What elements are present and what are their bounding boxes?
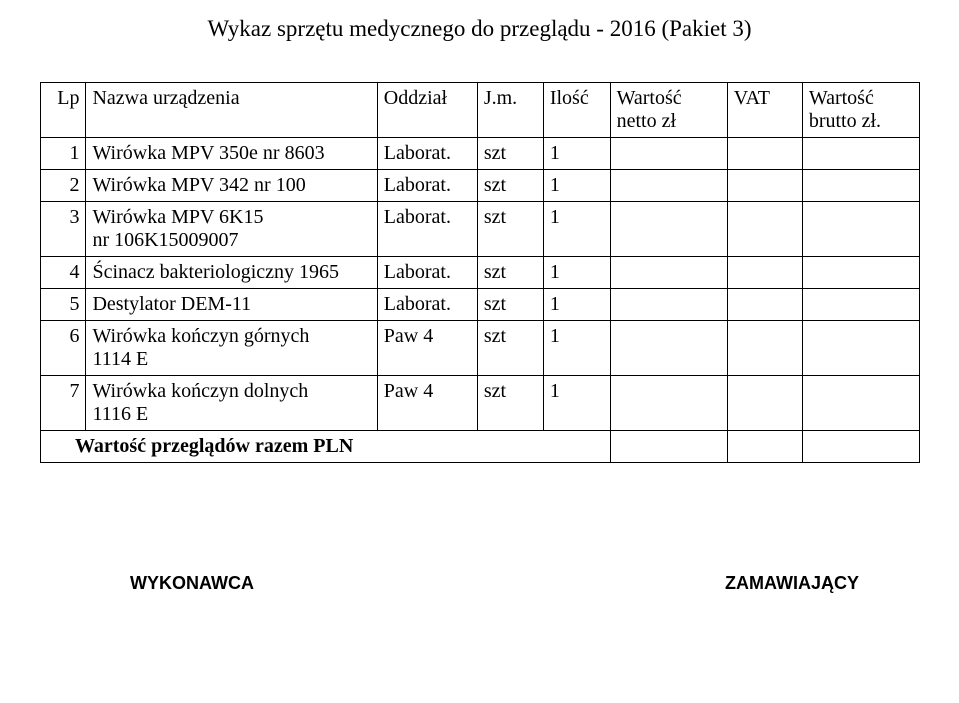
cell-wn <box>610 321 727 376</box>
cell-ilosc: 1 <box>543 376 610 431</box>
table-row: 3Wirówka MPV 6K15nr 106K15009007Laborat.… <box>41 202 920 257</box>
summary-label: Wartość przeglądów razem PLN <box>41 431 611 463</box>
summary-cell-wn <box>610 431 727 463</box>
cell-vat <box>727 170 802 202</box>
col-vat: VAT <box>727 83 802 138</box>
cell-lp: 1 <box>41 138 86 170</box>
cell-jm: szt <box>477 321 543 376</box>
cell-ilosc: 1 <box>543 202 610 257</box>
col-ilosc: Ilość <box>543 83 610 138</box>
cell-vat <box>727 202 802 257</box>
equipment-table: Lp Nazwa urządzenia Oddział J.m. Ilość W… <box>40 82 920 463</box>
table-row: 6Wirówka kończyn górnych1114 EPaw 4szt1 <box>41 321 920 376</box>
cell-ilosc: 1 <box>543 257 610 289</box>
cell-wb <box>802 321 919 376</box>
cell-oddzial: Paw 4 <box>377 321 477 376</box>
cell-ilosc: 1 <box>543 321 610 376</box>
table-row: 4Ścinacz bakteriologiczny 1965Laborat.sz… <box>41 257 920 289</box>
cell-name: Wirówka kończyn górnych1114 E <box>86 321 377 376</box>
cell-jm: szt <box>477 202 543 257</box>
cell-wn <box>610 289 727 321</box>
col-wartosc-netto: Wartość netto zł <box>610 83 727 138</box>
cell-name: Wirówka MPV 350e nr 8603 <box>86 138 377 170</box>
cell-wn <box>610 138 727 170</box>
table-summary-row: Wartość przeglądów razem PLN <box>41 431 920 463</box>
cell-lp: 4 <box>41 257 86 289</box>
cell-oddzial: Laborat. <box>377 289 477 321</box>
cell-vat <box>727 376 802 431</box>
cell-wn <box>610 170 727 202</box>
cell-ilosc: 1 <box>543 170 610 202</box>
table-row: 5Destylator DEM-11Laborat.szt1 <box>41 289 920 321</box>
cell-wb <box>802 289 919 321</box>
cell-jm: szt <box>477 376 543 431</box>
col-name: Nazwa urządzenia <box>86 83 377 138</box>
cell-ilosc: 1 <box>543 289 610 321</box>
cell-jm: szt <box>477 170 543 202</box>
col-lp: Lp <box>41 83 86 138</box>
cell-oddzial: Laborat. <box>377 170 477 202</box>
cell-vat <box>727 257 802 289</box>
cell-wb <box>802 138 919 170</box>
signature-row: WYKONAWCA ZAMAWIAJĄCY <box>40 573 919 594</box>
cell-lp: 2 <box>41 170 86 202</box>
signature-wykonawca: WYKONAWCA <box>130 573 254 594</box>
cell-lp: 7 <box>41 376 86 431</box>
cell-jm: szt <box>477 257 543 289</box>
col-wartosc-brutto: Wartość brutto zł. <box>802 83 919 138</box>
cell-lp: 6 <box>41 321 86 376</box>
table-header: Lp Nazwa urządzenia Oddział J.m. Ilość W… <box>41 83 920 138</box>
cell-wb <box>802 376 919 431</box>
cell-lp: 5 <box>41 289 86 321</box>
cell-wn <box>610 202 727 257</box>
cell-wb <box>802 202 919 257</box>
cell-oddzial: Laborat. <box>377 138 477 170</box>
cell-vat <box>727 321 802 376</box>
cell-wb <box>802 170 919 202</box>
summary-cell-wb <box>802 431 919 463</box>
cell-jm: szt <box>477 289 543 321</box>
cell-wn <box>610 257 727 289</box>
cell-name: Wirówka MPV 342 nr 100 <box>86 170 377 202</box>
page-title: Wykaz sprzętu medycznego do przeglądu - … <box>40 16 919 42</box>
table-row: 7Wirówka kończyn dolnych1116 EPaw 4szt1 <box>41 376 920 431</box>
col-jm: J.m. <box>477 83 543 138</box>
document-page: Wykaz sprzętu medycznego do przeglądu - … <box>0 0 959 594</box>
cell-oddzial: Laborat. <box>377 202 477 257</box>
table-row: 1Wirówka MPV 350e nr 8603Laborat.szt1 <box>41 138 920 170</box>
cell-oddzial: Paw 4 <box>377 376 477 431</box>
cell-oddzial: Laborat. <box>377 257 477 289</box>
cell-wn <box>610 376 727 431</box>
signature-zamawiajacy: ZAMAWIAJĄCY <box>725 573 859 594</box>
cell-name: Wirówka kończyn dolnych1116 E <box>86 376 377 431</box>
cell-name: Destylator DEM-11 <box>86 289 377 321</box>
cell-name: Ścinacz bakteriologiczny 1965 <box>86 257 377 289</box>
cell-vat <box>727 289 802 321</box>
summary-cell-vat <box>727 431 802 463</box>
table-row: 2Wirówka MPV 342 nr 100Laborat.szt1 <box>41 170 920 202</box>
cell-lp: 3 <box>41 202 86 257</box>
cell-jm: szt <box>477 138 543 170</box>
col-oddzial: Oddział <box>377 83 477 138</box>
cell-ilosc: 1 <box>543 138 610 170</box>
cell-vat <box>727 138 802 170</box>
cell-wb <box>802 257 919 289</box>
table-body: 1Wirówka MPV 350e nr 8603Laborat.szt12Wi… <box>41 138 920 463</box>
table-header-row: Lp Nazwa urządzenia Oddział J.m. Ilość W… <box>41 83 920 138</box>
cell-name: Wirówka MPV 6K15nr 106K15009007 <box>86 202 377 257</box>
